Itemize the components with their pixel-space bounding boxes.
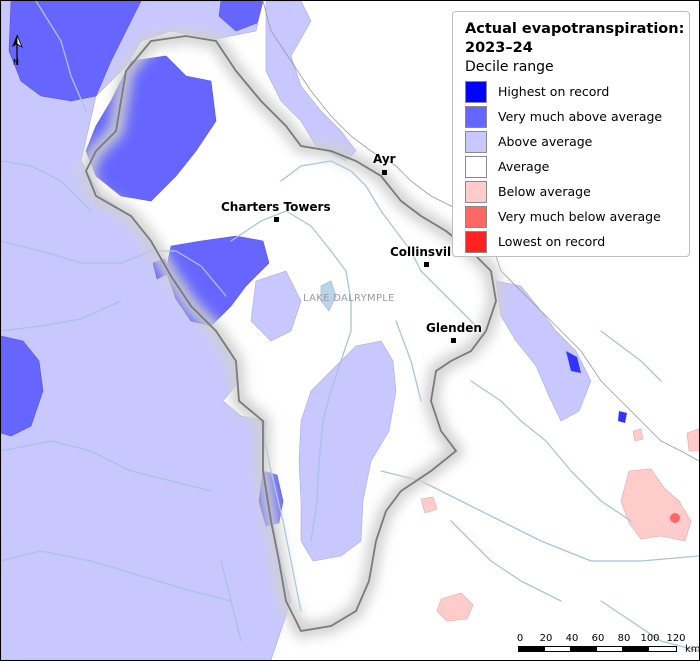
scale-tick-label: 120 (666, 633, 686, 644)
scale-segment (544, 646, 571, 652)
town-marker-ayr (382, 170, 387, 175)
legend-item-below: Below average (465, 179, 679, 204)
vmaa-west-edge-patch (1, 335, 44, 437)
legend-swatch (465, 105, 487, 128)
hor-coast-patch-1 (566, 351, 581, 373)
town-label-collinsville: Collinsvil (390, 245, 452, 259)
scale-tick-label: 20 (539, 633, 553, 644)
scale-unit-label: km (685, 644, 700, 655)
above-average-east-coast (495, 280, 592, 422)
scale-tick-label: 60 (591, 633, 605, 644)
legend-label: Above average (498, 134, 593, 149)
scale-segment (518, 646, 545, 652)
scale-tick-label: 100 (640, 633, 660, 644)
legend-item-highest: Highest on record (465, 79, 679, 104)
legend-label: Below average (498, 184, 591, 199)
legend-title: Actual evapotranspiration: 2023–24 (465, 21, 685, 56)
hor-coast-patch-2 (618, 411, 627, 423)
scale-tick-label: 80 (617, 633, 631, 644)
scale-tick-label: 40 (565, 633, 579, 644)
highest-on-record-areas (566, 351, 627, 423)
town-marker-glenden (451, 338, 456, 343)
legend-swatch (465, 80, 487, 103)
scale-tick-label: 0 (516, 633, 524, 644)
below-average-coast-patch (632, 428, 644, 442)
legend-item-very-much-below: Very much below average (465, 204, 679, 229)
scale-segment (622, 646, 649, 652)
scale-bar: 0 20 40 60 80 100 120 km (516, 633, 699, 659)
legend-label: Very much below average (498, 209, 661, 224)
scale-segment (596, 646, 623, 652)
above-average-central-region (298, 340, 397, 562)
legend-item-above: Above average (465, 129, 679, 154)
town-marker-charters-towers (274, 217, 279, 222)
legend-item-lowest: Lowest on record (465, 229, 679, 254)
lake-dalrymple (320, 280, 337, 312)
legend-label: Very much above average (498, 109, 663, 124)
below-average-southeast-region (620, 468, 692, 542)
legend-swatch (465, 230, 487, 253)
below-average-south-patch (436, 592, 474, 622)
town-label-ayr: Ayr (373, 152, 396, 166)
legend-item-very-much-above: Very much above average (465, 104, 679, 129)
below-average-areas (420, 428, 699, 622)
lake-dalrymple-label: LAKE DALRYMPLE (303, 293, 395, 304)
map-legend: Actual evapotranspiration: 2023–24 Decil… (452, 11, 690, 257)
scale-segment (570, 646, 597, 652)
below-average-small-patch (420, 496, 438, 514)
legend-subtitle: Decile range (465, 59, 554, 75)
above-average-areas (1, 1, 592, 660)
vmaa-northwest-patch (8, 1, 142, 102)
legend-label: Lowest on record (498, 234, 606, 249)
north-arrow-icon (12, 35, 23, 65)
north-label: N (13, 58, 19, 67)
legend-swatch (465, 130, 487, 153)
legend-label: Highest on record (498, 84, 610, 99)
scale-segment (648, 646, 677, 652)
legend-swatch (465, 205, 487, 228)
below-average-east-patch (686, 428, 699, 452)
town-label-glenden: Glenden (426, 321, 482, 335)
town-label-charters-towers: Charters Towers (221, 200, 331, 214)
catchment-boundary (85, 35, 497, 632)
legend-swatch (465, 155, 487, 178)
legend-swatch (465, 180, 487, 203)
legend-item-average: Average (465, 154, 679, 179)
very-much-below-average-patch (670, 513, 680, 523)
vmaa-northeast-patch (218, 1, 264, 32)
above-average-left-ridge (250, 270, 302, 342)
town-marker-collinsville (424, 262, 429, 267)
above-average-north-coast (265, 1, 357, 162)
legend-label: Average (498, 159, 550, 174)
